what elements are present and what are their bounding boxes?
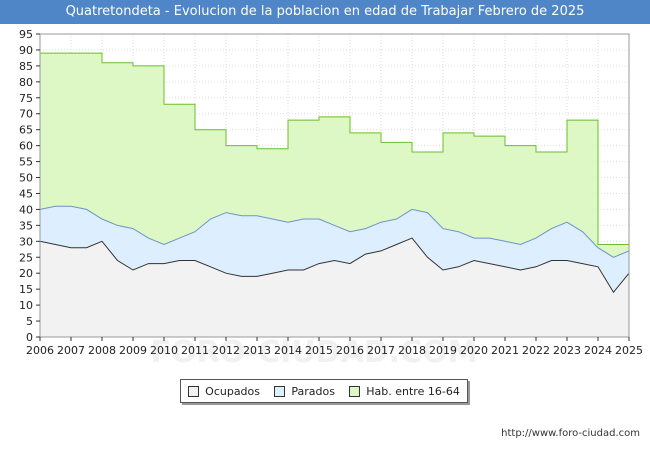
y-tick-label: 65 <box>19 124 33 137</box>
chart-legend: Ocupados Parados Hab. entre 16-64 <box>180 379 468 403</box>
x-tick-label: 2014 <box>274 344 302 357</box>
legend-swatch-parados <box>274 385 286 397</box>
source-link[interactable]: http://www.foro-ciudad.com <box>501 428 640 439</box>
y-tick-label: 75 <box>19 92 33 105</box>
legend-label-ocupados: Ocupados <box>205 384 261 398</box>
x-tick-label: 2009 <box>119 344 147 357</box>
series-area-ocupados <box>40 238 629 337</box>
x-tick-label: 2017 <box>367 344 395 357</box>
legend-swatch-hab <box>349 385 361 397</box>
legend-label-hab: Hab. entre 16-64 <box>366 384 460 398</box>
y-tick-label: 40 <box>19 203 33 216</box>
legend-swatch-ocupados <box>188 385 200 397</box>
y-tick-label: 50 <box>19 172 33 185</box>
y-tick-label: 15 <box>19 283 33 296</box>
x-tick-label: 2012 <box>212 344 240 357</box>
series-line-parados <box>39 205 630 258</box>
chart-title: Quatretondeta - Evolucion de la poblacio… <box>0 0 650 24</box>
legend-item-parados: Parados <box>274 385 335 398</box>
x-tick-label: 2022 <box>522 344 550 357</box>
x-tick-label: 2016 <box>336 344 364 357</box>
y-tick-label: 60 <box>19 140 33 153</box>
y-tick-label: 5 <box>26 315 33 328</box>
y-tick-label: 20 <box>19 267 33 280</box>
x-tick-label: 2025 <box>615 344 643 357</box>
x-tick-label: 2010 <box>150 344 178 357</box>
axis-layer: 0510152025303540455055606570758085909520… <box>19 28 643 357</box>
x-tick-label: 2021 <box>491 344 519 357</box>
legend-item-hab: Hab. entre 16-64 <box>349 385 460 398</box>
y-tick-label: 55 <box>19 156 33 169</box>
y-tick-label: 90 <box>19 44 33 57</box>
y-tick-label: 45 <box>19 187 33 200</box>
y-tick-label: 95 <box>19 28 33 41</box>
x-tick-label: 2011 <box>181 344 209 357</box>
x-tick-label: 2020 <box>460 344 488 357</box>
y-tick-label: 0 <box>26 331 33 344</box>
watermark: FORO-CIUDAD.COM <box>151 335 478 370</box>
legend-label-parados: Parados <box>291 384 335 398</box>
y-tick-label: 10 <box>19 299 33 312</box>
x-tick-label: 2019 <box>429 344 457 357</box>
x-tick-label: 2024 <box>584 344 612 357</box>
series-line-ocupados <box>39 237 630 294</box>
plot-frame <box>39 33 630 338</box>
x-tick-label: 2007 <box>57 344 85 357</box>
y-tick-label: 25 <box>19 251 33 264</box>
x-tick-label: 2006 <box>26 344 54 357</box>
series-line-hab <box>40 52 629 245</box>
y-tick-label: 35 <box>19 219 33 232</box>
y-tick-label: 80 <box>19 76 33 89</box>
legend-item-ocupados: Ocupados <box>188 385 260 398</box>
x-tick-label: 2015 <box>305 344 333 357</box>
x-tick-label: 2018 <box>398 344 426 357</box>
x-tick-label: 2008 <box>88 344 116 357</box>
x-tick-label: 2023 <box>553 344 581 357</box>
y-tick-label: 70 <box>19 108 33 121</box>
y-tick-label: 30 <box>19 235 33 248</box>
x-tick-label: 2013 <box>243 344 271 357</box>
area-layer <box>39 52 630 337</box>
y-tick-label: 85 <box>19 60 33 73</box>
